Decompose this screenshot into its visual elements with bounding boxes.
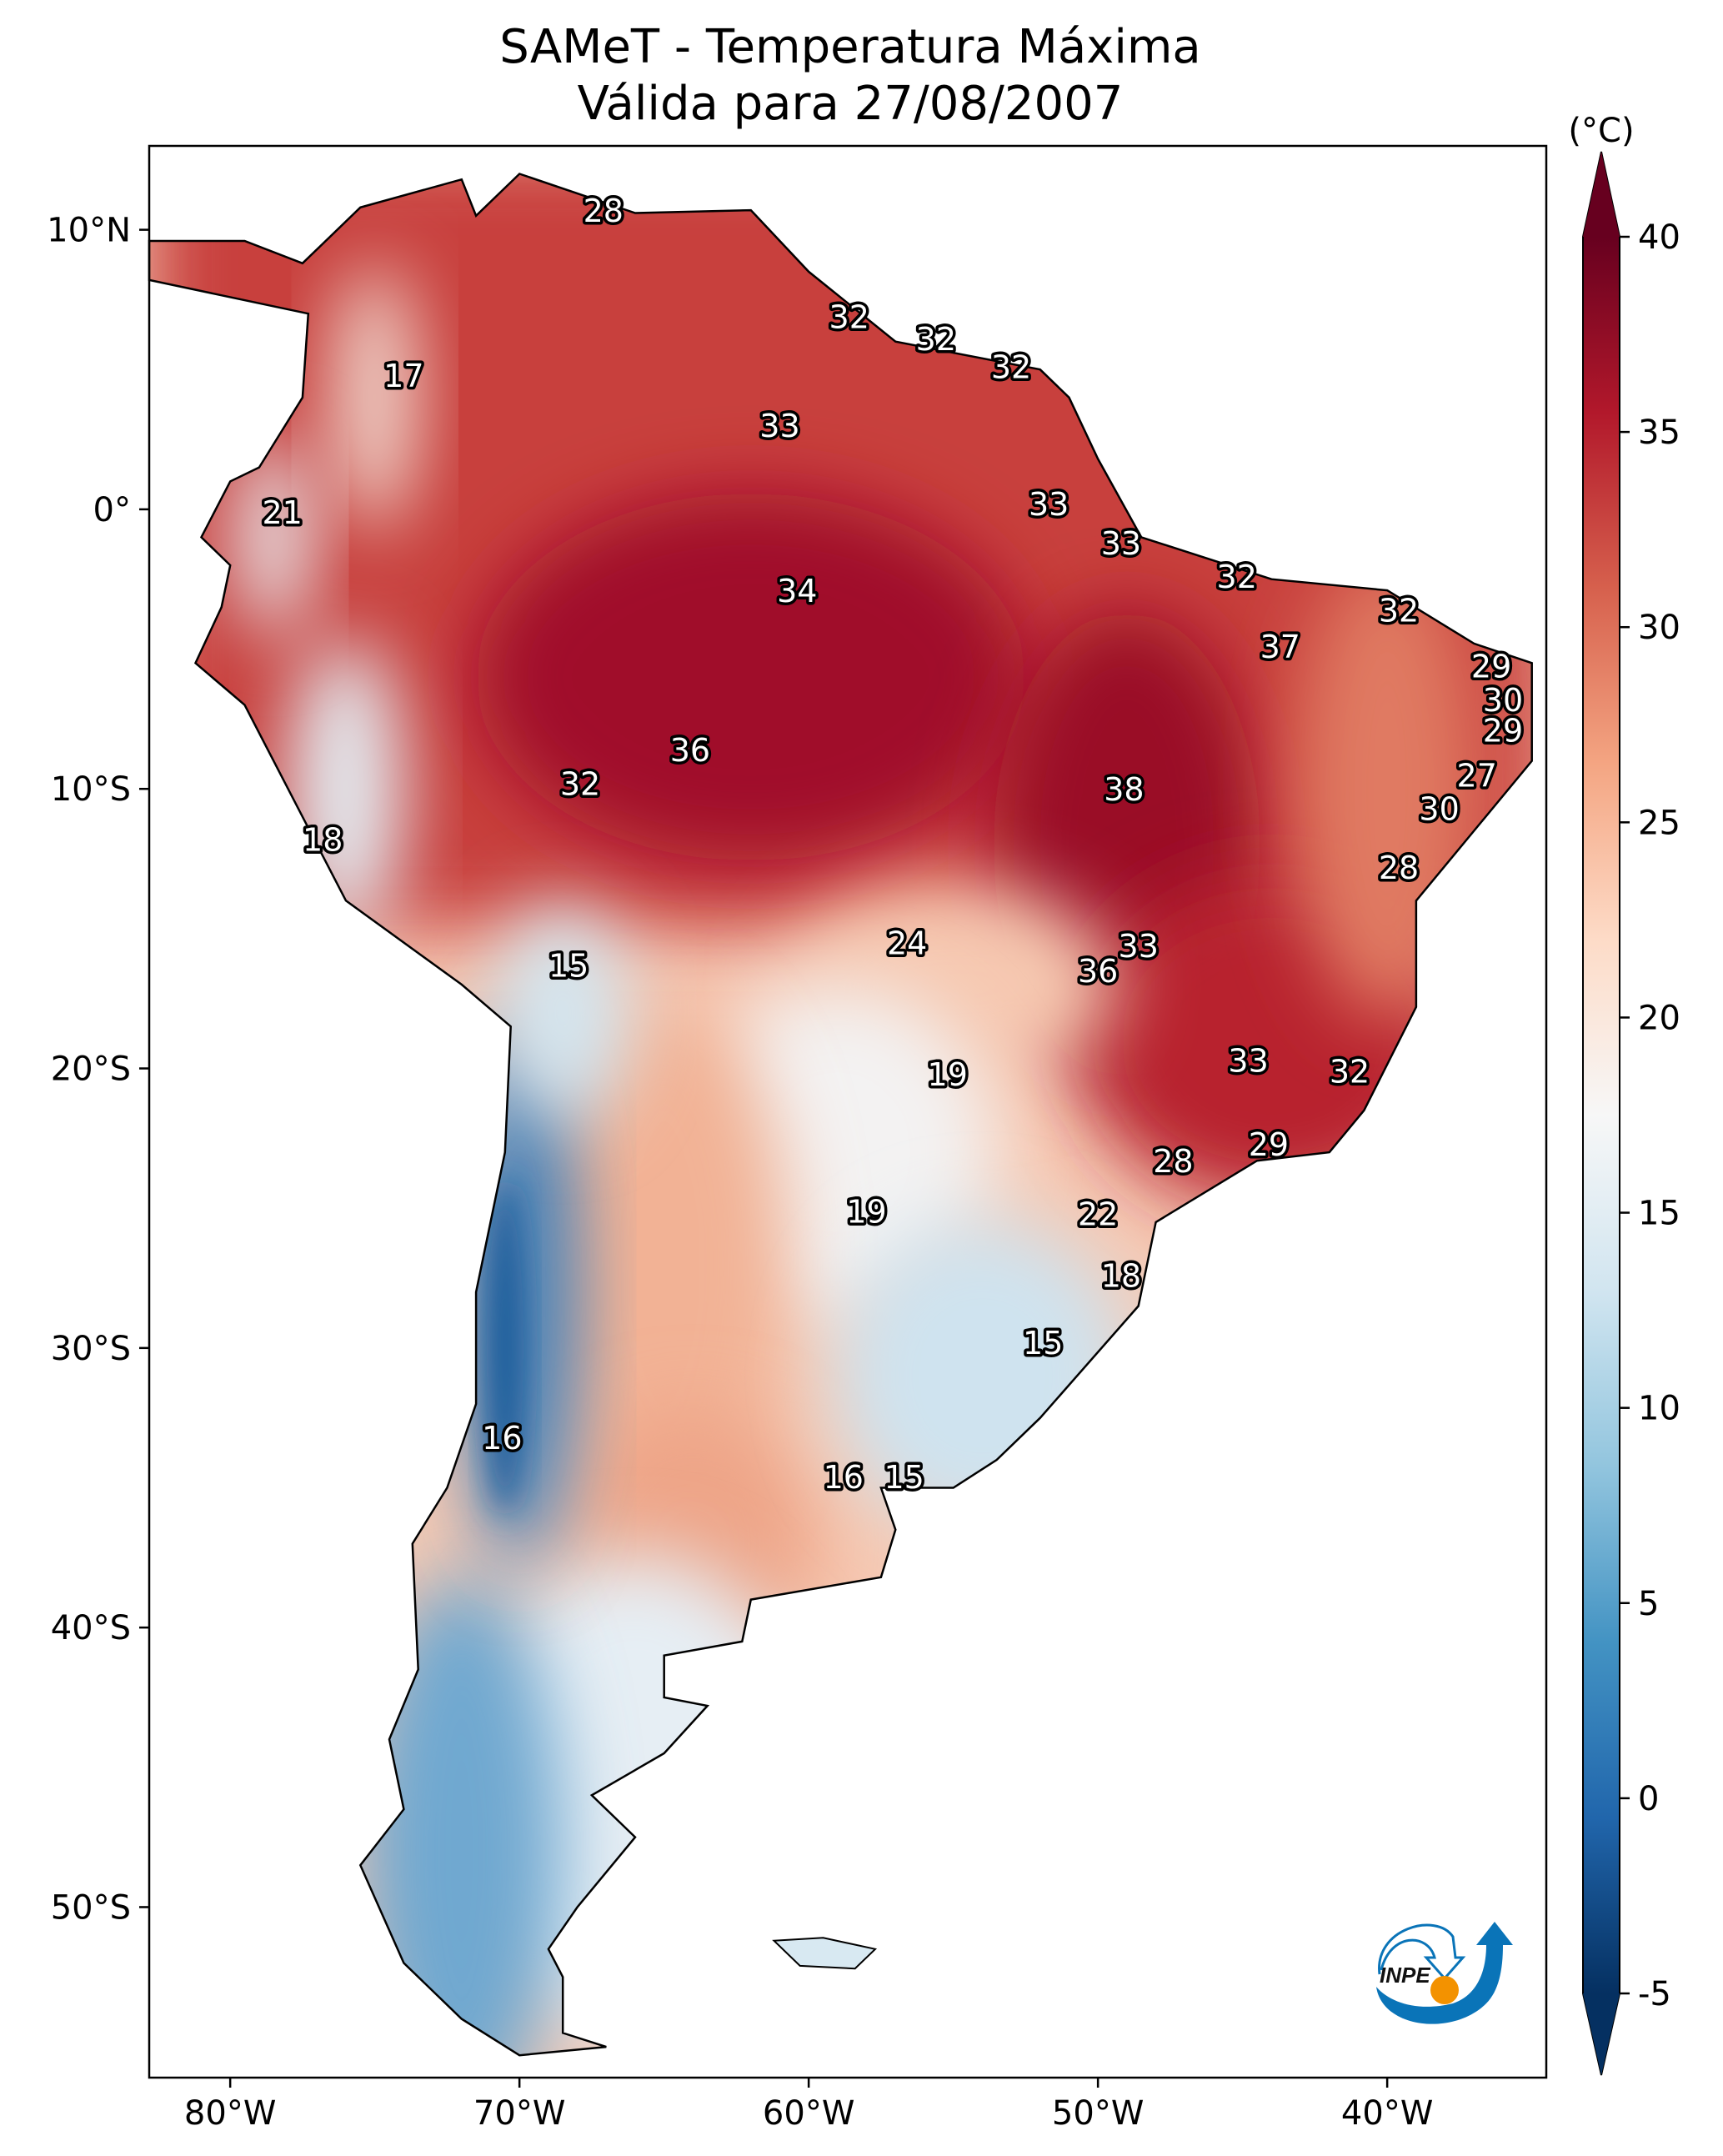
colorbar-tick-label: 20	[1638, 999, 1680, 1037]
temperature-label: 18	[303, 821, 343, 858]
temperature-label: 27	[1457, 757, 1497, 794]
lat-tick-label: 40°S	[51, 1609, 131, 1647]
temperature-label: 36	[1078, 953, 1118, 990]
lon-tick-label: 70°W	[473, 2094, 565, 2133]
temperature-label: 32	[1379, 592, 1419, 629]
temperature-label: 30	[1419, 791, 1459, 828]
lon-tick-label: 60°W	[763, 2094, 854, 2133]
temperature-label: 32	[829, 298, 869, 335]
colorbar-tick-label: 0	[1638, 1780, 1659, 1818]
lon-tick-label: 40°W	[1341, 2094, 1433, 2133]
temperature-label: 22	[1078, 1196, 1118, 1233]
temperature-label: 29	[1483, 713, 1523, 750]
colorbar-tick-label: 15	[1638, 1195, 1680, 1233]
colorbar-tick-label: 25	[1638, 804, 1680, 842]
temperature-field	[149, 173, 1532, 2056]
temperature-label: 24	[887, 925, 927, 961]
lat-tick-label: 20°S	[51, 1050, 131, 1089]
colorbar-tick-label: 40	[1638, 218, 1680, 257]
colorbar-tick-label: -5	[1638, 1975, 1671, 2013]
temperature-label: 18	[1101, 1258, 1141, 1295]
temperature-label: 28	[1379, 850, 1419, 886]
axis-ticks: 80°W 70°W 60°W 50°W 40°W 10°N 0° 10°S 20°S 30°S 40…	[47, 212, 1433, 2133]
temperature-label: 32	[1330, 1054, 1370, 1091]
temperature-label: 30	[1483, 682, 1523, 719]
coastline	[148, 173, 1533, 2057]
temperature-label: 19	[846, 1193, 886, 1230]
falkland-islands	[772, 1937, 878, 1970]
temperature-label: 32	[916, 321, 956, 358]
temperature-label: 28	[1153, 1143, 1193, 1180]
temperature-label: 15	[1023, 1325, 1063, 1361]
lat-tick-label: 10°S	[51, 770, 131, 809]
map-title: SAMeT - Temperatura Máxima	[499, 20, 1201, 74]
lat-tick-label: 30°S	[51, 1330, 131, 1368]
temperature-label: 29	[1471, 649, 1511, 685]
temperature-label: 33	[759, 408, 799, 444]
temperature-label: 32	[1217, 559, 1257, 595]
temperature-label: 28	[584, 193, 624, 229]
temperature-label: 21	[262, 494, 302, 531]
temperature-label: 34	[777, 573, 817, 609]
temperature-label: 33	[1119, 928, 1159, 965]
map-frame	[148, 144, 1548, 2079]
temperature-label: 36	[670, 732, 710, 769]
temperature-label: 33	[1029, 486, 1069, 523]
lat-tick-label: 10°N	[47, 212, 131, 250]
temperature-label: 15	[548, 947, 589, 984]
temperature-label: 33	[1101, 525, 1141, 562]
colorbar-tick-label: 35	[1638, 414, 1680, 452]
temperature-label: 38	[1104, 771, 1144, 808]
colorbar: -5 0 5 10 15 20 25 30 35 40 (°C)	[1568, 112, 1680, 2076]
lat-tick-label: 0°	[93, 491, 131, 529]
temperature-label: 19	[928, 1056, 968, 1093]
lon-tick-label: 50°W	[1052, 2094, 1144, 2133]
colorbar-tick-label: 30	[1638, 609, 1680, 647]
svg-text:INPE: INPE	[1380, 1963, 1430, 1988]
temperature-label: 32	[560, 765, 600, 802]
temperature-label: 17	[383, 358, 423, 394]
temperature-label: 16	[824, 1459, 864, 1496]
colorbar-unit-label: (°C)	[1568, 112, 1634, 150]
lat-tick-label: 50°S	[51, 1888, 131, 1927]
inpe-logo: INPE	[1376, 1922, 1513, 2024]
colorbar-tick-label: 5	[1638, 1585, 1659, 1623]
colorbar-tick-label: 10	[1638, 1390, 1680, 1428]
temperature-label: 16	[482, 1420, 522, 1457]
map-subtitle: Válida para 27/08/2007	[577, 77, 1124, 131]
lon-tick-label: 80°W	[184, 2094, 276, 2133]
temperature-label: 33	[1228, 1042, 1268, 1079]
temperature-label: 29	[1249, 1126, 1289, 1163]
temperature-label: 15	[884, 1459, 924, 1496]
temperature-label: 32	[991, 349, 1031, 386]
temperature-label: 37	[1260, 629, 1300, 665]
